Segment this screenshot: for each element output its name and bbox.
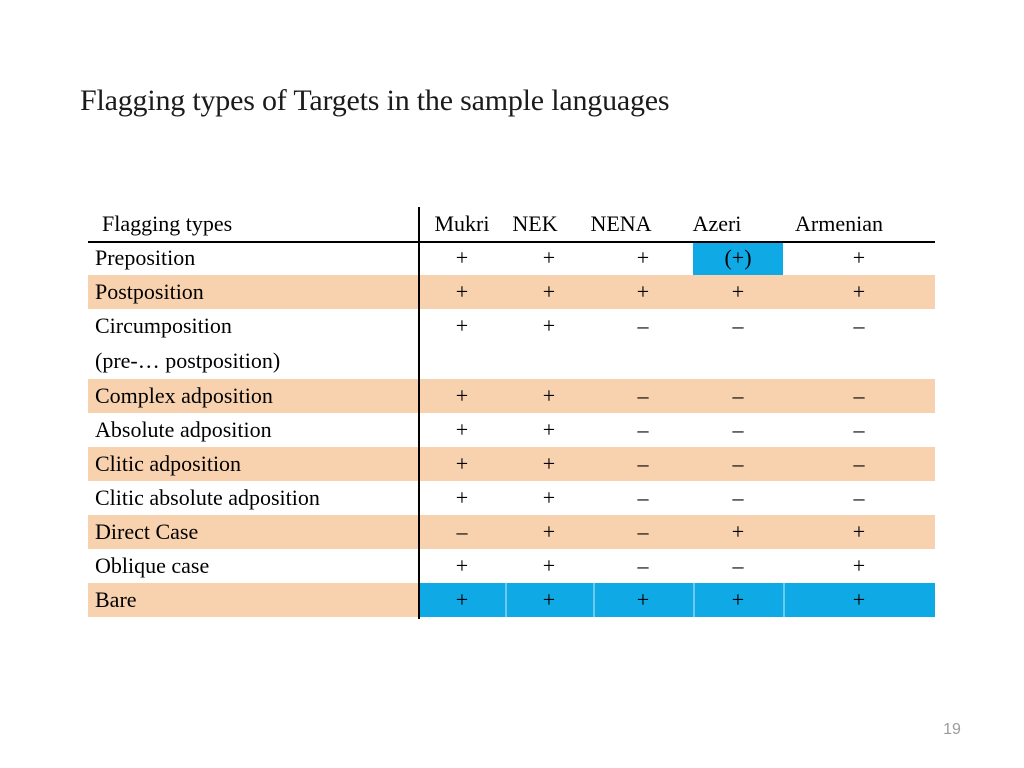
flagging-types-table: Flagging types Mukri NEK NENA Azeri Arme… bbox=[88, 207, 935, 619]
column-header-nek: NEK bbox=[512, 211, 558, 236]
value-cell: – bbox=[732, 383, 744, 408]
value-cell: – bbox=[853, 383, 865, 408]
value-cell: + bbox=[455, 553, 469, 578]
value-cell: + bbox=[852, 279, 866, 304]
column-header-nena: NENA bbox=[590, 211, 652, 236]
column-header-flagging-types: Flagging types bbox=[102, 211, 233, 236]
value-cell: + bbox=[593, 583, 693, 617]
table-row: (pre-… postposition) bbox=[88, 343, 935, 379]
value-cell: + bbox=[505, 583, 593, 617]
value-cell: + bbox=[852, 245, 866, 270]
row-label: Absolute adposition bbox=[95, 417, 272, 442]
value-cell: – bbox=[853, 485, 865, 510]
value-cell: + bbox=[542, 417, 556, 442]
row-label: Bare bbox=[95, 587, 137, 612]
value-cell: + bbox=[542, 485, 556, 510]
value-cell: + bbox=[455, 313, 469, 338]
header-divider-line bbox=[88, 241, 935, 243]
table-row: Clitic adposition + + – – – bbox=[88, 447, 935, 481]
row-label: Postposition bbox=[95, 279, 204, 304]
row-label: Circumposition bbox=[95, 313, 232, 338]
column-divider-line bbox=[418, 207, 420, 619]
value-cell: + bbox=[731, 279, 745, 304]
value-cell: – bbox=[853, 313, 865, 338]
value-cell bbox=[783, 343, 935, 379]
value-cell: + bbox=[455, 279, 469, 304]
row-label: Direct Case bbox=[95, 519, 199, 544]
row-label: Complex adposition bbox=[95, 383, 273, 408]
row-label: Preposition bbox=[95, 245, 196, 270]
table-row: Bare + + + + + bbox=[88, 583, 935, 617]
value-cell: – bbox=[732, 313, 744, 338]
value-cell: – bbox=[456, 519, 468, 544]
value-cell: + bbox=[455, 451, 469, 476]
table-row: Absolute adposition + + – – – bbox=[88, 413, 935, 447]
page-number: 19 bbox=[943, 721, 961, 738]
column-header-armenian: Armenian bbox=[795, 211, 883, 236]
value-cell: – bbox=[637, 485, 649, 510]
value-cell: – bbox=[853, 451, 865, 476]
value-cell bbox=[505, 343, 593, 379]
value-cell: + bbox=[542, 451, 556, 476]
value-cell: – bbox=[637, 417, 649, 442]
table-row: Preposition + + + (+) + bbox=[88, 241, 935, 275]
value-cell: – bbox=[637, 519, 649, 544]
row-label: (pre-… postposition) bbox=[95, 348, 281, 373]
value-cell: + bbox=[455, 485, 469, 510]
value-cell: – bbox=[732, 485, 744, 510]
row-label: Clitic adposition bbox=[95, 451, 242, 476]
table-row: Circumposition + + – – – bbox=[88, 309, 935, 343]
value-cell: + bbox=[542, 519, 556, 544]
value-cell: – bbox=[732, 553, 744, 578]
table-row: Complex adposition + + – – – bbox=[88, 379, 935, 413]
value-cell: (+) bbox=[693, 241, 783, 275]
slide-title: Flagging types of Targets in the sample … bbox=[80, 84, 670, 117]
value-cell: + bbox=[852, 553, 866, 578]
value-cell: + bbox=[455, 417, 469, 442]
column-header-mukri: Mukri bbox=[434, 211, 490, 236]
table-row: Postposition + + + + + bbox=[88, 275, 935, 309]
value-cell bbox=[693, 343, 783, 379]
value-cell: + bbox=[455, 383, 469, 408]
value-cell: + bbox=[542, 553, 556, 578]
table-row: Clitic absolute adposition + + – – – bbox=[88, 481, 935, 515]
value-cell: – bbox=[732, 417, 744, 442]
value-cell: + bbox=[852, 519, 866, 544]
value-cell bbox=[419, 343, 505, 379]
value-cell: – bbox=[637, 383, 649, 408]
value-cell: – bbox=[853, 417, 865, 442]
value-cell: – bbox=[637, 313, 649, 338]
value-cell: + bbox=[783, 583, 935, 617]
value-cell: – bbox=[637, 553, 649, 578]
value-cell: + bbox=[542, 279, 556, 304]
value-cell: + bbox=[542, 313, 556, 338]
table-row: Oblique case + + – – + bbox=[88, 549, 935, 583]
value-cell: + bbox=[693, 583, 783, 617]
value-cell: + bbox=[636, 245, 650, 270]
value-cell: + bbox=[542, 245, 556, 270]
value-cell: + bbox=[542, 383, 556, 408]
value-cell: + bbox=[731, 519, 745, 544]
table-body: Preposition + + + (+) + Postposition + + + + + Circu… bbox=[88, 241, 935, 617]
column-header-azeri: Azeri bbox=[692, 211, 742, 236]
value-cell: + bbox=[455, 245, 469, 270]
table-row: Direct Case – + – + + bbox=[88, 515, 935, 549]
table-header-row: Flagging types Mukri NEK NENA Azeri Arme… bbox=[88, 207, 935, 241]
row-label: Oblique case bbox=[95, 553, 210, 578]
value-cell: + bbox=[636, 279, 650, 304]
value-cell: – bbox=[637, 451, 649, 476]
value-cell: – bbox=[732, 451, 744, 476]
value-cell bbox=[593, 343, 693, 379]
value-cell: + bbox=[419, 583, 505, 617]
row-label: Clitic absolute adposition bbox=[95, 485, 320, 510]
